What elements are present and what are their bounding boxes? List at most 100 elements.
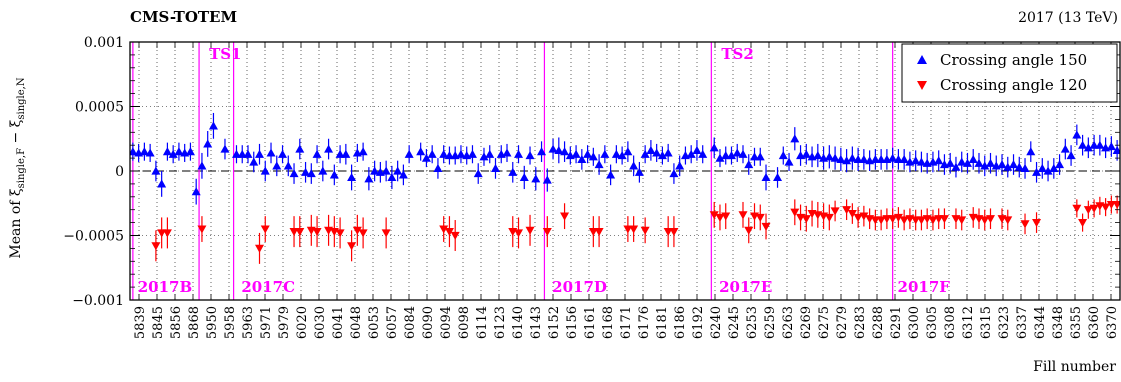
data-point-angle-150 (1089, 140, 1099, 149)
y-axis-label-main: Mean of ξ (8, 188, 24, 258)
data-point-angle-150 (945, 158, 955, 167)
data-point-angle-150 (485, 149, 495, 158)
x-tick-label: 6259 (763, 306, 778, 339)
data-point-angle-150 (272, 161, 282, 170)
data-point-angle-150 (611, 149, 621, 158)
data-point-angle-150 (824, 152, 834, 161)
data-point-angle-150 (594, 160, 604, 169)
data-point-angle-150 (329, 170, 339, 179)
data-point-angle-150 (289, 169, 299, 178)
data-point-angle-150 (502, 148, 512, 157)
data-point-angle-150 (1009, 160, 1019, 169)
data-point-angle-150 (283, 161, 293, 170)
data-point-angle-120 (911, 216, 921, 225)
x-tick-label: 6084 (403, 306, 418, 339)
data-point-angle-150 (439, 149, 449, 158)
data-point-angle-150 (191, 187, 201, 196)
data-point-angle-150 (341, 149, 351, 158)
era-label: 2017F (898, 278, 951, 296)
data-point-angle-150 (249, 157, 259, 166)
data-point-angle-120 (381, 229, 391, 238)
data-point-angle-150 (1055, 160, 1065, 169)
data-point-angle-120 (444, 228, 454, 237)
data-point-angle-150 (312, 149, 322, 158)
x-tick-label: 5963 (241, 306, 256, 339)
data-point-angle-150 (773, 172, 783, 182)
data-point-angle-150 (542, 175, 552, 184)
data-point-angle-120 (439, 225, 449, 234)
data-point-angle-120 (709, 211, 719, 220)
era-label: 2017D (552, 278, 607, 296)
data-point-angle-120 (1101, 203, 1111, 212)
data-point-angle-150 (1106, 141, 1116, 151)
data-point-angle-150 (525, 151, 535, 160)
data-point-angle-150 (951, 162, 961, 171)
data-point-angle-150 (968, 154, 978, 163)
data-point-angle-150 (778, 151, 788, 160)
data-point-angle-120 (295, 228, 305, 237)
data-point-angle-150 (203, 139, 213, 148)
data-point-angle-120 (1106, 200, 1116, 210)
data-point-angle-150 (744, 160, 754, 169)
x-tick-label: 6168 (601, 306, 616, 339)
data-point-angle-120 (151, 242, 161, 251)
data-point-angle-150 (139, 147, 149, 156)
x-tick-label: 6355 (1069, 306, 1084, 339)
x-tick-label: 6337 (1015, 306, 1030, 339)
data-point-angle-150 (634, 167, 644, 176)
data-point-angle-150 (295, 144, 305, 153)
data-point-angle-150 (1026, 147, 1036, 156)
data-point-angle-150 (347, 172, 357, 182)
x-tick-label: 5868 (187, 306, 202, 339)
data-point-angle-120 (1078, 219, 1088, 228)
data-point-angle-150 (980, 161, 990, 170)
x-tick-label: 5856 (169, 306, 184, 339)
data-point-angle-120 (358, 229, 368, 238)
data-point-angle-120 (255, 244, 265, 253)
data-point-angle-150 (657, 151, 667, 160)
data-point-angle-150 (974, 158, 984, 167)
data-point-angle-150 (1014, 162, 1024, 171)
x-tick-label: 6312 (961, 306, 976, 339)
data-point-angle-120 (289, 228, 299, 237)
data-point-angle-150 (168, 149, 178, 158)
data-point-angle-150 (577, 154, 587, 163)
x-tick-label: 6291 (889, 306, 904, 339)
data-point-angle-150 (893, 154, 903, 163)
data-point-angle-120 (859, 212, 869, 221)
data-point-angle-120 (824, 213, 834, 222)
y-axis-label-mid: − ξ (8, 119, 24, 148)
x-tick-label: 6161 (583, 306, 598, 339)
data-point-angle-150 (220, 144, 230, 153)
data-point-angle-150 (231, 149, 241, 158)
x-axis-label: Fill number (1033, 359, 1116, 375)
data-point-angle-120 (755, 213, 765, 222)
data-point-angle-150 (174, 147, 184, 156)
data-point-angle-120 (853, 213, 863, 222)
legend-label: Crossing angle 120 (940, 76, 1087, 94)
x-tick-label: 6030 (313, 306, 328, 339)
header-right-label: 2017 (13 TeV) (1018, 10, 1118, 26)
data-point-angle-120 (934, 215, 944, 224)
x-tick-label: 5950 (205, 306, 220, 339)
data-point-angle-150 (698, 149, 708, 158)
data-point-angle-150 (1095, 140, 1105, 149)
data-point-angle-150 (985, 158, 995, 167)
data-point-angle-150 (911, 156, 921, 165)
data-point-angle-150 (899, 154, 909, 163)
data-point-angle-120 (669, 228, 679, 237)
data-point-angle-150 (675, 161, 685, 170)
data-point-angle-120 (801, 215, 811, 224)
x-tick-label: 6344 (1033, 306, 1048, 339)
data-point-angle-150 (537, 147, 547, 156)
data-point-angle-150 (761, 172, 771, 182)
data-point-angle-150 (433, 163, 443, 173)
data-point-angle-120 (588, 228, 598, 237)
data-point-angle-120 (957, 216, 967, 225)
x-tick-label: 5958 (223, 306, 238, 339)
data-point-angle-150 (957, 157, 967, 166)
legend-marker (917, 81, 927, 90)
x-tick-label: 6186 (673, 306, 688, 339)
